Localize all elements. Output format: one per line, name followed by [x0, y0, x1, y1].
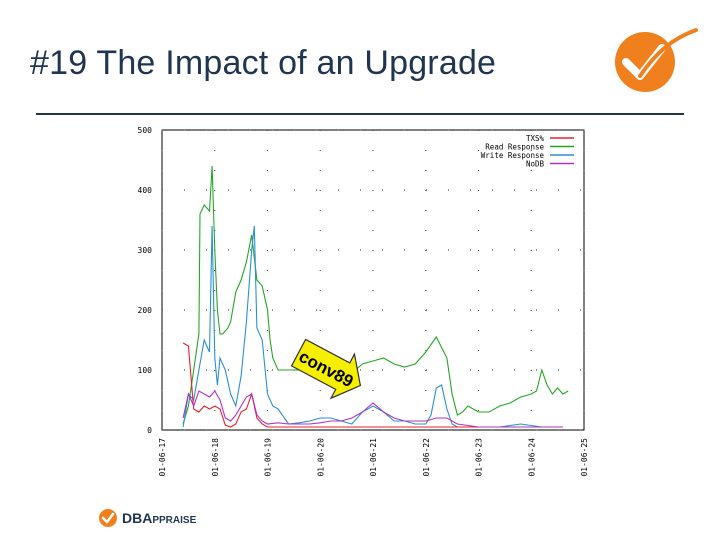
conv89-callout: conv89	[290, 338, 362, 400]
slide-title: #19 The Impact of an Upgrade	[30, 44, 497, 82]
brand-sub: PPRAISE	[152, 515, 197, 526]
legend-label: Write Response	[481, 151, 545, 160]
x-tick-label: 01-06-17	[158, 438, 167, 477]
response-chart: 0 100 200 300 400 500 01-06-17 01-06-18 01-06-19…	[138, 126, 589, 477]
legend-label: TXS%	[526, 134, 545, 143]
legend-label: NoDB	[526, 160, 545, 169]
brand-name: DBAPPRAISE	[122, 510, 196, 526]
y-tick-label: 0	[147, 426, 152, 435]
x-tick-label: 01-06-25	[580, 438, 589, 477]
legend-label: Read Response	[485, 143, 544, 152]
x-tick-label: 01-06-23	[475, 438, 484, 477]
x-tick-label: 01-06-19	[264, 438, 273, 477]
checkmark-logo-icon	[615, 28, 698, 92]
series-read-response	[182, 165, 569, 425]
y-tick-label: 500	[138, 126, 153, 135]
x-tick-label: 01-06-20	[316, 438, 325, 477]
logo-swoosh	[638, 28, 698, 78]
series-txs-	[182, 342, 563, 428]
series-nodb	[182, 390, 563, 428]
brand-footer: DBAPPRAISE	[98, 506, 196, 530]
title-divider	[36, 113, 684, 115]
x-tick-label: 01-06-21	[369, 438, 378, 477]
brand-main: DBA	[122, 510, 153, 526]
y-tick-label: 200	[138, 306, 153, 315]
y-tick-label: 300	[138, 246, 153, 255]
plot-frame	[161, 129, 585, 431]
x-tick-label: 01-06-22	[422, 438, 431, 477]
brand-check-icon	[99, 509, 117, 527]
y-tick-label: 400	[138, 186, 153, 195]
series-write-response	[182, 225, 563, 428]
x-tick-label: 01-06-24	[527, 438, 536, 477]
callout-arrow-shape	[290, 338, 362, 400]
y-tick-label: 100	[138, 366, 153, 375]
x-tick-label: 01-06-18	[211, 438, 220, 477]
